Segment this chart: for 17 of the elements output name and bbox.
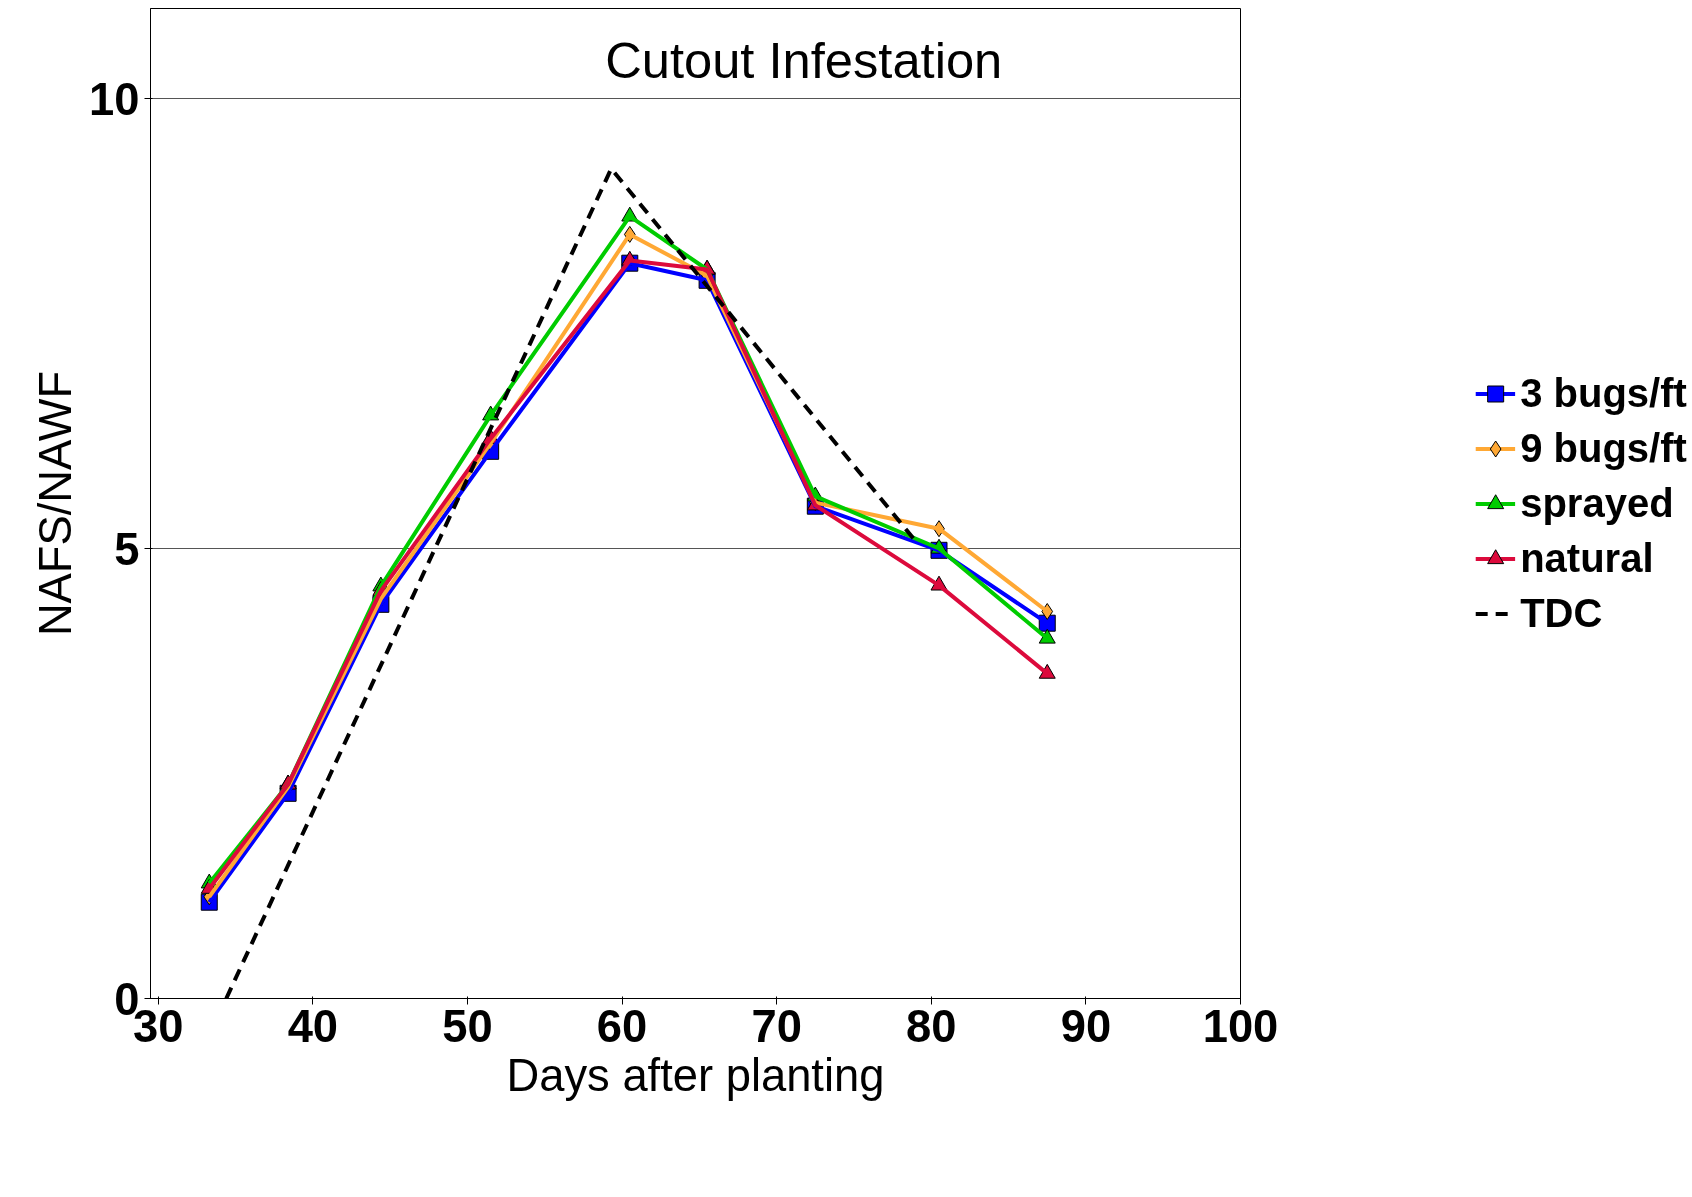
x-tick-label: 90 [1060,1000,1112,1052]
x-tick-label: 60 [596,1000,648,1052]
x-tick-label: 100 [1202,1000,1279,1052]
x-tick-label: 80 [906,1000,957,1052]
legend-label: 9 bugs/ft [1520,425,1687,471]
y-axis-title: NAFS/NAWF [30,370,82,637]
y-tick-label: 10 [89,73,140,125]
legend-label: sprayed [1520,480,1674,526]
x-tick-label: 50 [442,1000,493,1052]
x-axis-title: Days after planting [506,1049,885,1101]
text: Cutout Infestation [605,31,1003,89]
y-tick-label: 5 [114,523,140,575]
x-tick-label: 40 [287,1000,339,1052]
legend-label: natural [1520,535,1654,581]
legend-label: 3 bugs/ft [1520,370,1687,416]
x-tick-label: 70 [751,1000,802,1052]
legend-label: TDC [1520,590,1603,636]
